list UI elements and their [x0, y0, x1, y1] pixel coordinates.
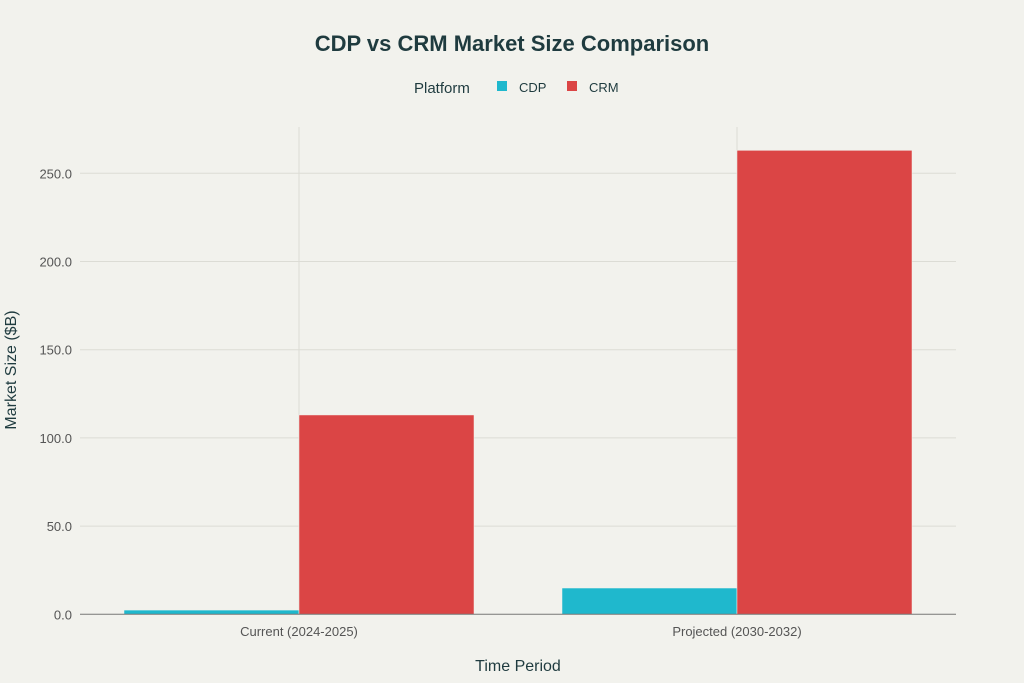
y-tick-label: 50.0 [47, 519, 72, 534]
y-tick-label: 200.0 [39, 255, 72, 270]
y-tick-label: 0.0 [54, 607, 72, 622]
legend-label-cdp: CDP [519, 80, 546, 95]
y-tick-label: 150.0 [39, 343, 72, 358]
bar-cdp-0 [123, 609, 300, 615]
x-axis-label: Time Period [475, 658, 561, 675]
legend-swatch-cdp [497, 81, 507, 91]
bar-cdp-1 [561, 587, 738, 615]
chart-title: CDP vs CRM Market Size Comparison [315, 31, 709, 56]
legend-label-crm: CRM [589, 80, 619, 95]
x-tick-label: Current (2024-2025) [240, 624, 358, 639]
y-tick-label: 100.0 [39, 431, 72, 446]
x-tick-label: Projected (2030-2032) [672, 624, 801, 639]
legend: Platform CDP CRM [414, 80, 619, 97]
y-axis-label: Market Size ($B) [3, 310, 20, 429]
bar-crm-0 [298, 414, 475, 615]
y-tick-label: 250.0 [39, 166, 72, 181]
bar-crm-1 [736, 150, 913, 615]
legend-title: Platform [414, 80, 470, 97]
legend-swatch-crm [567, 81, 577, 91]
